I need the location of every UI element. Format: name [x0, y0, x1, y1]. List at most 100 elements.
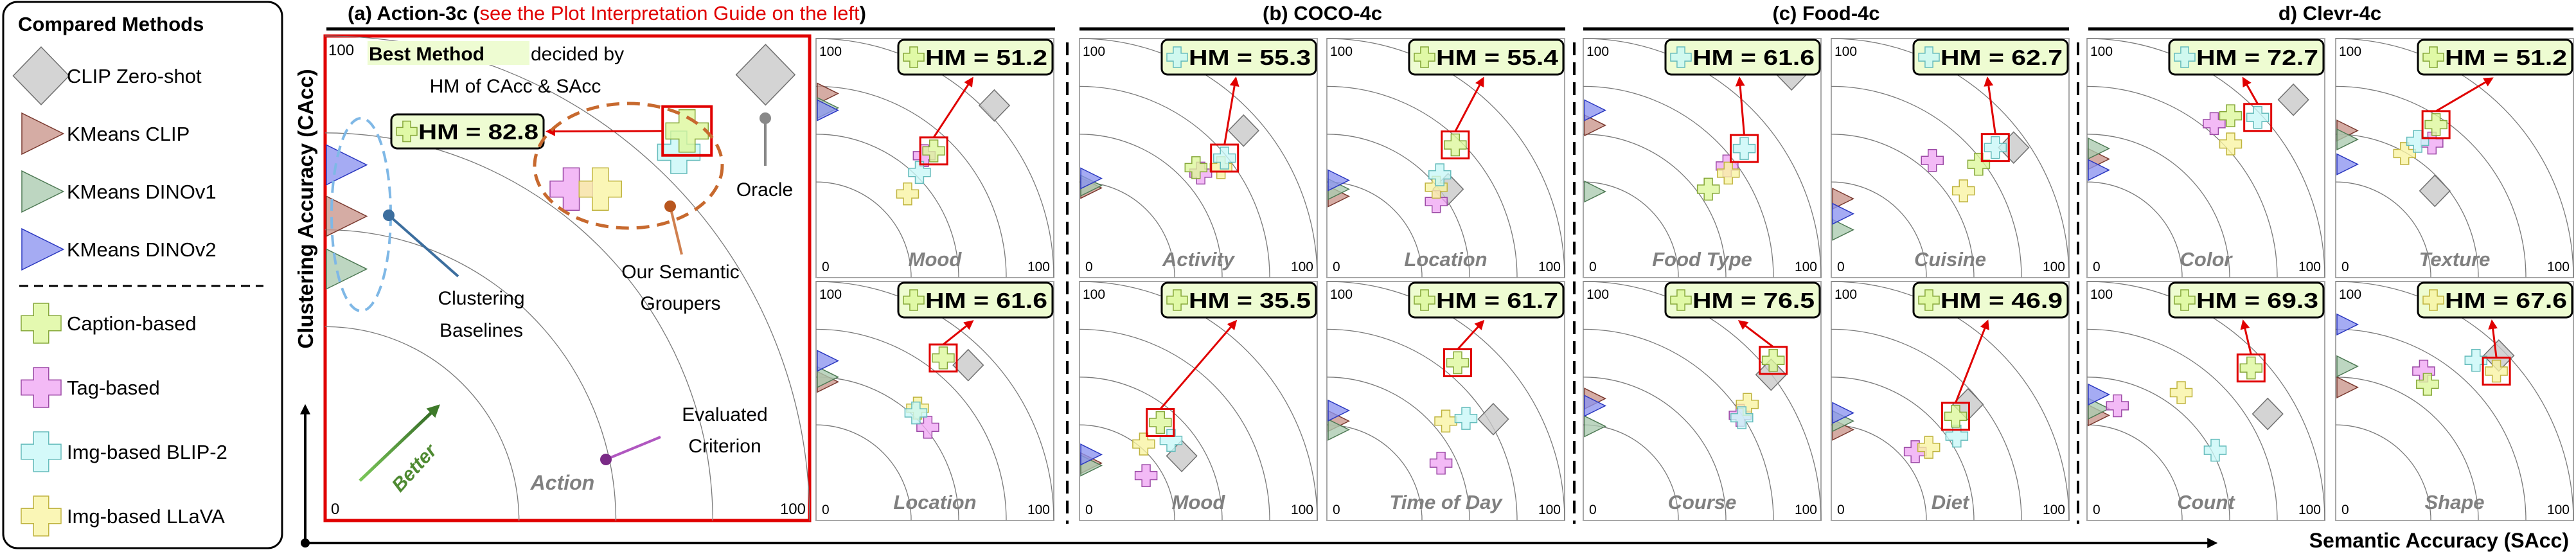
- llava-point: [1132, 432, 1155, 456]
- hm-label-box: [1664, 281, 1821, 319]
- hm-label-box: [1912, 39, 2069, 76]
- blip2-point: [1730, 406, 1754, 429]
- x-tick-label-max: 100: [1291, 503, 1313, 517]
- x-tick-label-max: 100: [780, 501, 806, 518]
- blip2-point: [1984, 136, 2007, 159]
- grid-arc: [1583, 85, 1774, 278]
- hm-label: HM = 67.6: [2417, 281, 2573, 319]
- best-method-arrow: [2240, 319, 2252, 355]
- grid-arc: [1831, 281, 2070, 521]
- grid-arc: [1326, 38, 1565, 278]
- clip-point: [952, 348, 984, 382]
- criterion-label: Course: [1668, 491, 1737, 513]
- x-tick-label-max: 100: [1027, 503, 1050, 517]
- caption-point: [1944, 405, 1968, 428]
- hm-value: HM = 72.7: [2196, 46, 2318, 69]
- hm-label: HM = 35.5: [1160, 281, 1317, 319]
- y-tick-label-max: 100: [1834, 44, 1857, 59]
- panel-border: [2335, 281, 2574, 521]
- legend-item-kmeans_dinov2: KMeans DINOv2: [21, 227, 217, 271]
- grid-arc: [2086, 377, 2230, 521]
- clustering-baselines-pointer: [387, 214, 459, 278]
- hm-label-box: [897, 281, 1054, 319]
- grid-arc: [2335, 328, 2527, 521]
- caption-cross-icon: [903, 46, 925, 68]
- grid-arc: [324, 326, 520, 521]
- tag-point: [2106, 394, 2129, 418]
- clip-point: [1477, 402, 1509, 436]
- kmeans_dinov1-point: [2336, 128, 2359, 151]
- grid-arc: [1583, 377, 1727, 521]
- blip2-point: [904, 401, 928, 425]
- hm-label: HM = 82.8: [390, 113, 545, 150]
- grid-arc: [1583, 134, 1727, 278]
- best-method-arrow: [1984, 76, 1996, 134]
- blip2-cross-icon: [1670, 46, 1692, 68]
- kmeans_dinov2-point: [2336, 313, 2359, 336]
- llava-point: [2169, 381, 2193, 404]
- blip2-point: [2203, 438, 2227, 462]
- kmeans_dinov1-triangle-icon: [21, 170, 65, 213]
- kmeans_clip-triangle-icon: [21, 112, 65, 156]
- legend-item-blip2: Img-based BLIP-2: [21, 431, 227, 472]
- y-tick-label-max: 100: [2339, 44, 2361, 59]
- kmeans_dinov1-point: [2088, 397, 2110, 420]
- kmeans_dinov2-point: [2088, 383, 2110, 406]
- grid-arc: [1831, 328, 2022, 521]
- scatter-panel-color: 100 0 100 Color HM = 72.7: [2086, 38, 2325, 278]
- origin-tick-label: 0: [331, 501, 339, 518]
- tag-point: [2203, 112, 2226, 136]
- origin-tick-label: 0: [1589, 503, 1597, 517]
- y-tick-label-max: 100: [1330, 287, 1353, 302]
- panel-border: [2086, 38, 2325, 278]
- caption-point: [922, 139, 945, 163]
- semantic-groupers-ellipse: [533, 102, 724, 230]
- criterion-label: Shape: [2424, 491, 2484, 513]
- origin-tick-label: 0: [1837, 260, 1845, 274]
- caption-point: [932, 346, 955, 369]
- kmeans_clip-point: [326, 195, 368, 237]
- kmeans_dinov2-point: [326, 144, 368, 186]
- grid-arc: [2335, 424, 2431, 521]
- hm-label-box: [1408, 39, 1565, 76]
- hm-value: HM = 62.7: [1941, 46, 2063, 69]
- caption-cross-icon: [1918, 289, 1940, 311]
- legend-item-llava: Img-based LLaVA: [21, 495, 225, 537]
- hm-label-box: [897, 39, 1054, 76]
- grid-arc: [1079, 85, 1270, 278]
- guide-best-method: Best Method: [369, 44, 484, 65]
- grid-arc: [815, 85, 1007, 278]
- hm-label: HM = 62.7: [1912, 39, 2069, 76]
- hm-label-box: [2168, 39, 2325, 76]
- kmeans_dinov1-point: [1584, 415, 1606, 438]
- scatter-panel-diet: 100 0 100 Diet HM = 46.9: [1831, 281, 2070, 521]
- hm-value: HM = 61.6: [925, 289, 1047, 312]
- caption-cross-icon: [1414, 46, 1435, 68]
- caption-point: [1184, 156, 1208, 179]
- kmeans_dinov2-point: [1080, 443, 1103, 466]
- grid-arc: [1831, 377, 1975, 521]
- hm-label: HM = 61.6: [897, 281, 1054, 319]
- hm-label: HM = 76.5: [1664, 281, 1821, 319]
- caption-cross-icon: [21, 303, 62, 344]
- y-tick-label-max: 100: [1083, 287, 1105, 302]
- best-method-arrow: [943, 320, 974, 346]
- guide-decided-by: decided by: [531, 44, 624, 65]
- scatter-panel-mood: 100 0 100 Mood HM = 51.2: [815, 38, 1054, 278]
- criterion-label: Diet: [1932, 491, 1970, 513]
- caption-cross-icon: [1414, 289, 1435, 311]
- kmeans_clip-point: [1584, 114, 1606, 137]
- y-axis-label: Clustering Accuracy (CAcc): [294, 69, 317, 348]
- best-method-arrow: [1955, 319, 1989, 404]
- caption-cross-icon: [396, 120, 418, 143]
- legend-items: CLIP Zero-shot KMeans CLIP KMeans DINOv1 KM…: [12, 46, 227, 537]
- grid-arc: [1583, 281, 1822, 521]
- hm-label-box: [1912, 281, 2069, 319]
- grid-arc: [1326, 377, 1470, 521]
- criterion-label: Texture: [2419, 248, 2491, 271]
- grid-arc: [1326, 424, 1423, 521]
- hm-value: HM = 35.5: [1189, 289, 1311, 312]
- blip2-point: [1212, 147, 1236, 170]
- criterion-label: Color: [2180, 248, 2234, 271]
- legend-item-kmeans_dinov1: KMeans DINOv1: [21, 170, 217, 213]
